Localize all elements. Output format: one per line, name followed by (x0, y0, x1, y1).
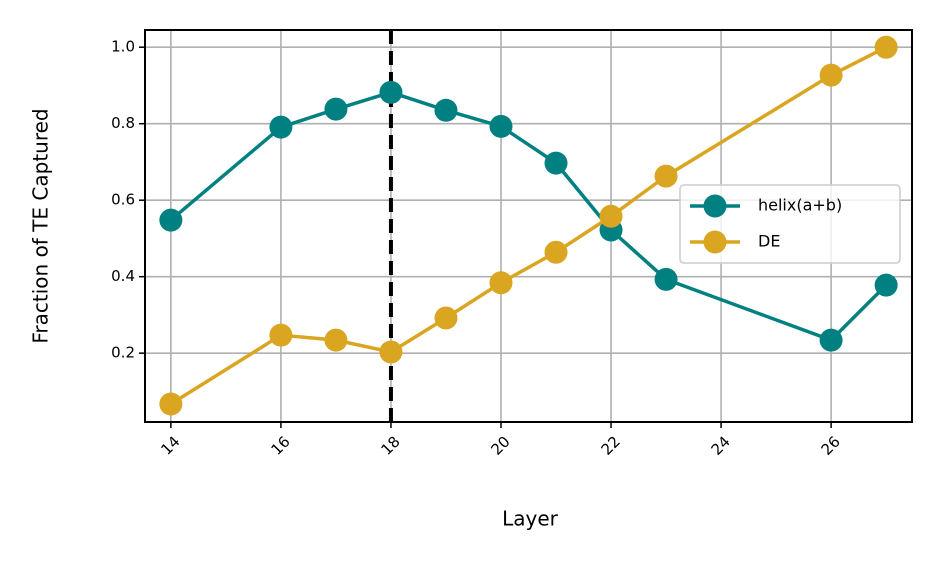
data-point (159, 392, 183, 416)
data-point (324, 328, 348, 352)
x-tick-label: 20 (488, 433, 514, 459)
data-point (874, 273, 898, 297)
data-point (819, 63, 843, 87)
x-tick-label: 26 (818, 433, 844, 459)
data-point (269, 115, 293, 139)
y-axis-label: Fraction of TE Captured (29, 108, 53, 343)
y-tick-label: 1.0 (111, 38, 135, 56)
data-point (599, 204, 623, 228)
data-point (269, 323, 293, 347)
x-tick-label: 24 (708, 433, 734, 459)
x-tick-label: 18 (377, 433, 403, 459)
data-point (434, 98, 458, 122)
data-point (819, 328, 843, 352)
legend-marker (703, 194, 727, 218)
data-point (379, 340, 403, 364)
data-point (874, 35, 898, 59)
data-point (489, 271, 513, 295)
data-point (489, 114, 513, 138)
data-point (434, 306, 458, 330)
data-point (324, 97, 348, 121)
y-tick-label: 0.2 (111, 344, 135, 362)
data-point (159, 208, 183, 232)
legend-label: helix(a+b) (758, 196, 842, 215)
data-point (544, 151, 568, 175)
x-tick-label: 14 (157, 433, 183, 459)
y-tick-label: 0.4 (111, 267, 135, 285)
y-tick-label: 0.8 (111, 114, 135, 132)
data-point (544, 240, 568, 264)
legend-marker (703, 230, 727, 254)
x-tick-label: 22 (598, 433, 624, 459)
data-point (654, 164, 678, 188)
legend-label: DE (758, 232, 780, 251)
data-point (654, 267, 678, 291)
x-axis-label: Layer (502, 507, 559, 531)
plot-frame (144, 29, 913, 423)
data-point (379, 80, 403, 104)
y-tick-label: 0.6 (111, 191, 135, 209)
x-tick-label: 16 (267, 433, 293, 459)
